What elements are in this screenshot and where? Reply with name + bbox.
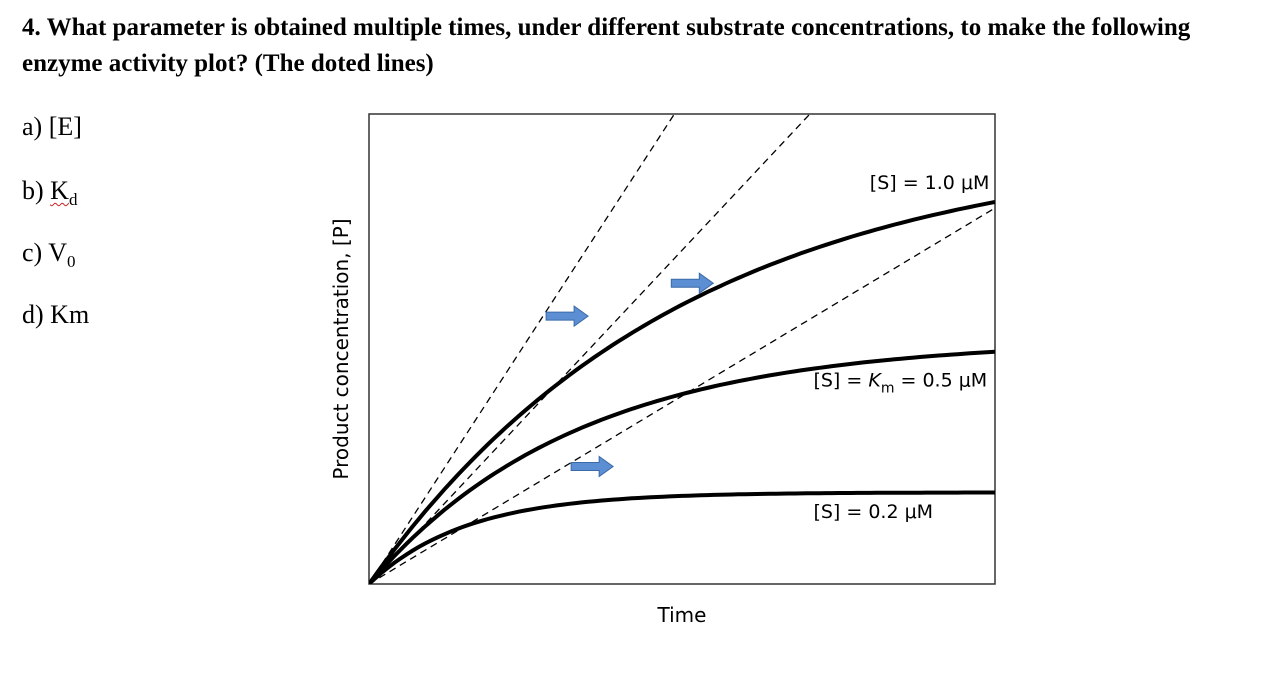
tangent-line-3 [369, 207, 995, 584]
plot-frame [368, 113, 996, 585]
progress-curve-3 [369, 490, 995, 584]
x-axis-label: Time [657, 603, 707, 627]
option-d[interactable]: d) Km [22, 300, 89, 330]
tangent-line-2 [369, 114, 811, 584]
arrow-marker-1 [545, 305, 589, 328]
progress-curve-2 [369, 349, 995, 584]
question-body: What parameter is obtained multiple time… [22, 14, 1191, 77]
option-a[interactable]: a) [E] [22, 112, 82, 142]
option-letter: a) [22, 112, 43, 141]
option-letter: b) [22, 176, 44, 205]
option-letter: d) [22, 300, 44, 329]
option-text-kd: Kd [50, 176, 77, 209]
series-label-1: [S] = 1.0 μM [870, 172, 990, 194]
arrow-marker-2 [670, 272, 715, 295]
option-b[interactable]: b) Kd [22, 176, 77, 215]
option-text: [E] [48, 112, 82, 141]
series-label-3: [S] = 0.2 μM [813, 501, 933, 523]
option-subscript: 0 [67, 252, 76, 272]
y-axis-label: Product concentration, [P] [329, 218, 353, 479]
arrow-marker-3 [570, 455, 615, 478]
option-letter: c) [22, 238, 43, 267]
progress-curves [369, 200, 995, 584]
question-number: 4. [22, 14, 41, 41]
option-subscript: d [68, 190, 78, 210]
option-text: K [50, 176, 69, 205]
arrow-markers [545, 272, 715, 478]
question-text: 4. What parameter is obtained multiple t… [22, 10, 1272, 82]
option-c[interactable]: c) V0 [22, 238, 76, 277]
tangent-line-1 [369, 114, 676, 584]
series-labels: [S] = 1.0 μM[S] = Km = 0.5 μM[S] = 0.2 μ… [813, 172, 989, 523]
option-text: V [48, 238, 68, 267]
tangent-lines [369, 114, 995, 584]
progress-curve-1 [369, 200, 995, 584]
option-text: Km [50, 300, 90, 329]
option-text-v0: V0 [48, 238, 75, 271]
